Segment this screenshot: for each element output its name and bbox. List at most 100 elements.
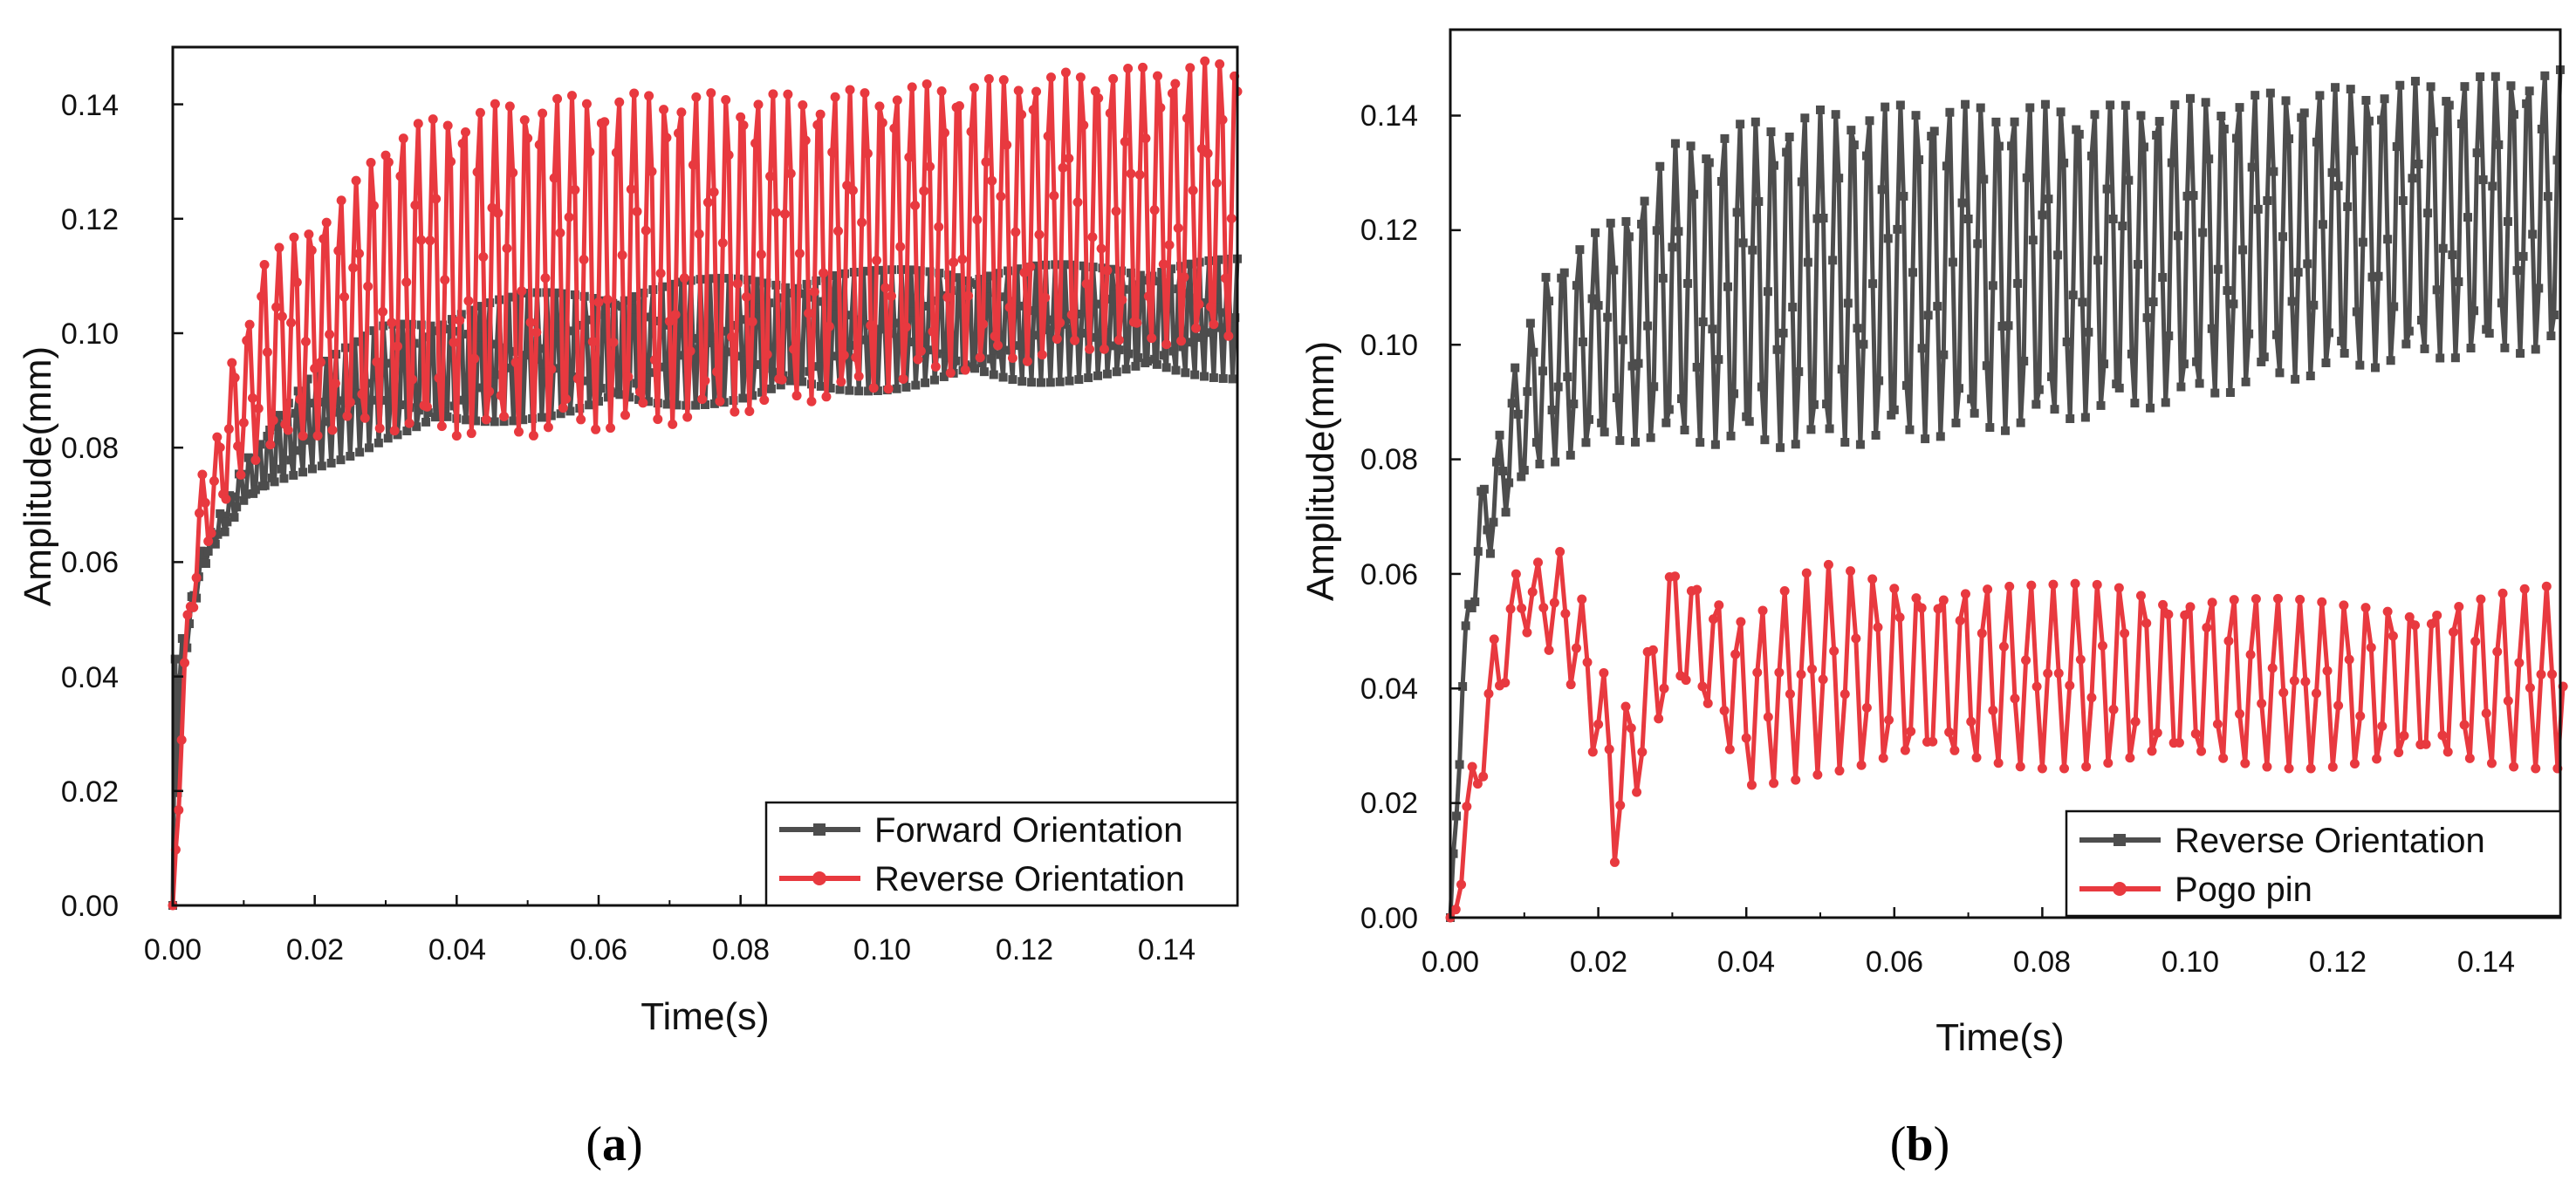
data-point xyxy=(2075,654,2086,665)
data-point xyxy=(2118,222,2127,231)
data-point xyxy=(455,315,465,325)
data-point xyxy=(717,238,728,249)
data-point xyxy=(2552,155,2562,165)
data-point xyxy=(1724,744,1735,755)
data-point xyxy=(1091,299,1100,309)
data-point xyxy=(510,358,521,368)
data-point xyxy=(705,274,715,283)
data-point xyxy=(1064,154,1074,164)
data-point xyxy=(1132,318,1142,328)
data-point xyxy=(1615,800,1626,810)
data-point xyxy=(1473,547,1483,557)
data-point xyxy=(804,308,814,318)
data-point xyxy=(783,89,793,99)
data-point xyxy=(1881,102,1890,112)
data-point xyxy=(1730,389,1739,399)
data-point xyxy=(561,289,571,298)
data-point xyxy=(1818,674,1828,685)
data-point xyxy=(1461,621,1470,631)
data-point xyxy=(212,432,223,442)
data-point xyxy=(2026,580,2037,591)
data-point xyxy=(800,135,811,146)
data-point xyxy=(2004,321,2013,331)
series-line-reverse-orientation xyxy=(170,58,1240,906)
data-point xyxy=(1052,334,1062,345)
data-point xyxy=(2022,173,2031,182)
data-point xyxy=(2349,759,2360,769)
data-point xyxy=(1928,736,1938,747)
data-point xyxy=(1161,339,1172,350)
data-point xyxy=(1983,584,1993,595)
data-point xyxy=(930,361,941,372)
data-point xyxy=(838,305,847,315)
data-point xyxy=(2204,154,2214,164)
data-point xyxy=(2486,758,2497,768)
data-point xyxy=(1197,332,1207,342)
data-point xyxy=(2108,704,2119,714)
data-point xyxy=(256,440,265,449)
data-point xyxy=(664,316,675,326)
data-point xyxy=(283,425,293,435)
data-point xyxy=(2360,603,2371,613)
data-point xyxy=(641,373,651,383)
data-point xyxy=(402,427,412,436)
data-point xyxy=(2167,158,2176,167)
data-point xyxy=(2322,666,2333,676)
data-point xyxy=(1055,318,1065,328)
panel-b-legend: Reverse Orientation Pogo pin xyxy=(2065,809,2562,918)
data-point xyxy=(1183,289,1193,298)
data-point xyxy=(1626,723,1636,734)
data-point xyxy=(1017,377,1027,386)
data-point xyxy=(2516,349,2525,359)
data-point xyxy=(1788,303,1798,312)
data-point xyxy=(393,341,403,352)
data-point xyxy=(676,107,687,118)
data-point xyxy=(2470,636,2481,646)
data-point xyxy=(887,290,896,301)
data-point xyxy=(1479,484,1489,494)
data-point xyxy=(499,412,510,422)
data-point xyxy=(1797,177,1806,187)
data-point xyxy=(2223,286,2232,296)
data-point xyxy=(1631,437,1640,447)
data-point xyxy=(2201,98,2210,107)
data-point xyxy=(2481,708,2491,719)
data-point xyxy=(1498,467,1508,476)
data-point xyxy=(1572,281,1581,290)
data-point xyxy=(581,99,592,109)
data-point xyxy=(567,91,577,101)
data-point xyxy=(809,287,819,297)
data-point xyxy=(421,401,432,412)
data-point xyxy=(342,411,353,421)
data-point xyxy=(1627,361,1637,371)
data-point xyxy=(1861,702,1872,713)
data-point xyxy=(1791,775,1801,785)
data-point xyxy=(2275,368,2285,378)
data-point xyxy=(1505,604,1516,614)
data-point xyxy=(244,319,255,330)
data-point xyxy=(956,282,965,291)
y-tick-label: 0.14 xyxy=(61,89,119,122)
data-point xyxy=(170,654,180,664)
data-point xyxy=(1017,109,1027,120)
data-point xyxy=(2120,100,2130,110)
data-point xyxy=(1147,333,1157,344)
data-point xyxy=(1028,105,1038,115)
data-point xyxy=(672,400,682,410)
data-point xyxy=(2072,125,2081,134)
data-point xyxy=(1829,645,1840,656)
x-tick-label: 0.06 xyxy=(570,933,627,966)
data-point xyxy=(629,88,640,99)
data-point xyxy=(788,374,798,384)
data-point xyxy=(715,396,725,406)
data-point xyxy=(1111,206,1121,216)
data-point xyxy=(1575,245,1585,255)
data-point xyxy=(596,384,606,393)
data-point xyxy=(954,273,963,283)
data-point xyxy=(1806,425,1816,434)
data-point xyxy=(473,332,483,342)
data-point xyxy=(1961,99,1970,109)
data-point xyxy=(1942,161,1951,171)
data-point xyxy=(759,395,770,406)
data-point xyxy=(2297,113,2306,122)
